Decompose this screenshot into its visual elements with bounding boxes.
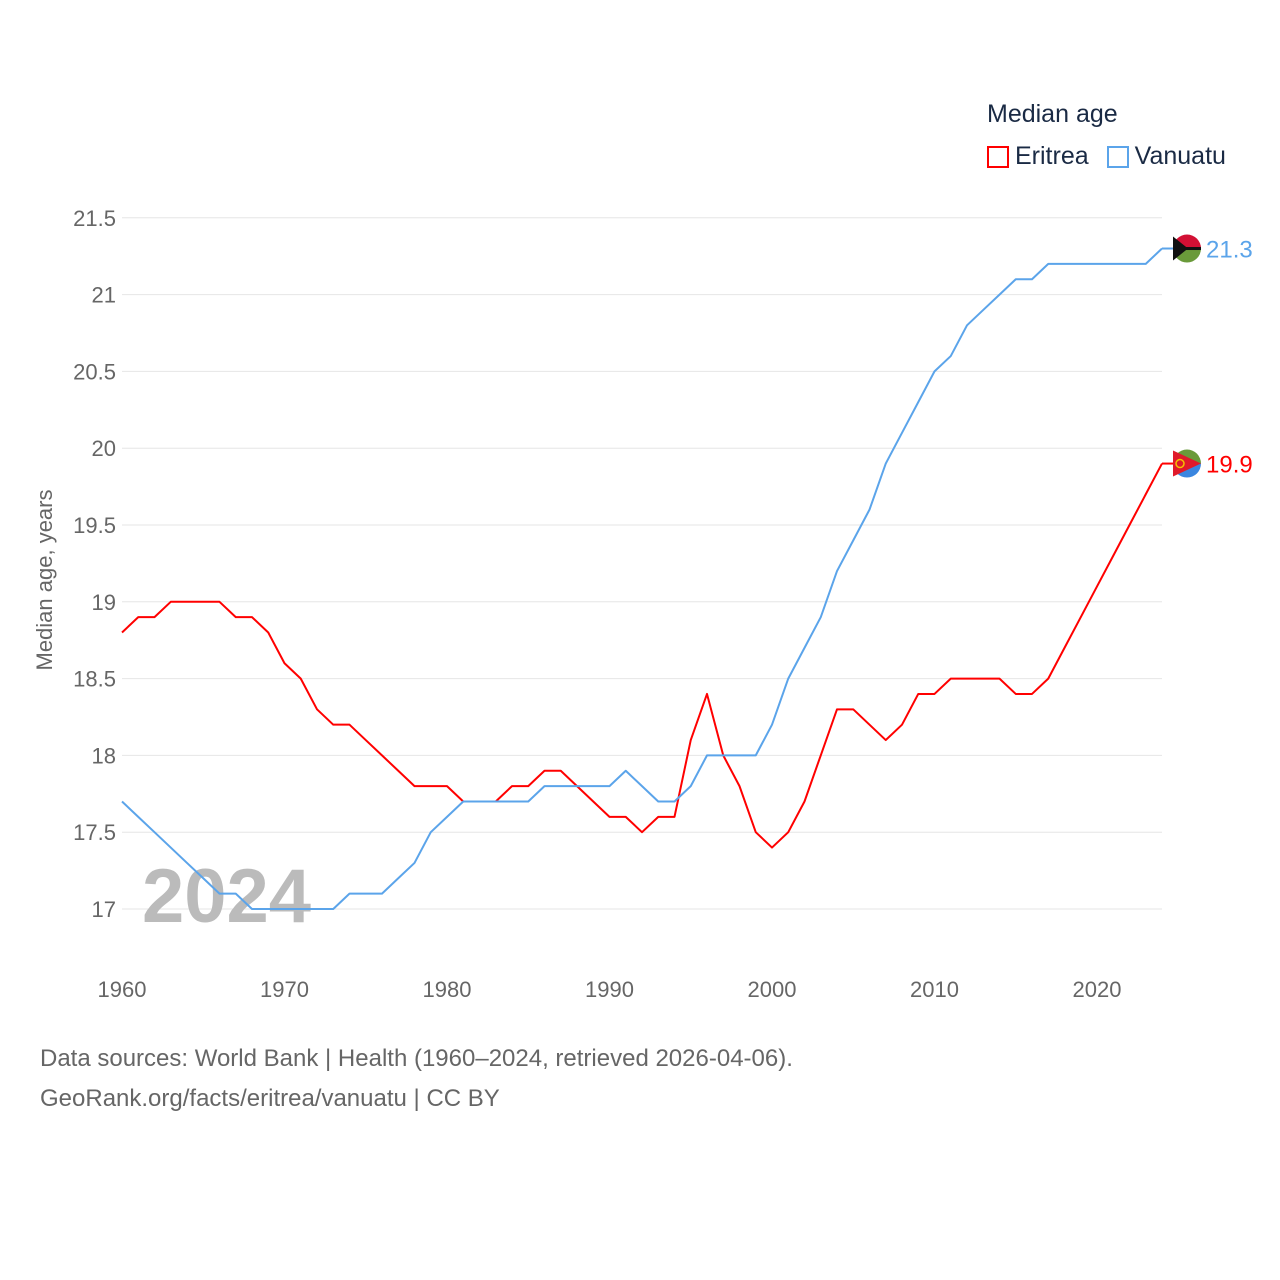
y-tick-label: 20 — [92, 436, 116, 461]
flag-vanuatu-icon — [1173, 234, 1201, 263]
flag-eritrea-icon — [1173, 449, 1201, 478]
attribution-link[interactable]: GeoRank.org/facts/eritrea/vanuatu | CC B… — [40, 1085, 500, 1112]
legend-item-vanuatu[interactable]: Vanuatu — [1106, 142, 1226, 171]
legend-item-eritrea[interactable]: Eritrea — [987, 142, 1089, 171]
x-tick-label: 1980 — [423, 977, 472, 1002]
y-tick-label: 20.5 — [73, 359, 116, 384]
x-tick-label: 1960 — [98, 977, 147, 1002]
y-tick-label: 21.5 — [73, 206, 116, 231]
legend-label: Eritrea — [1015, 142, 1089, 170]
flag-part — [1173, 236, 1188, 261]
series-line-vanuatu — [121, 247, 1163, 910]
legend-swatch — [987, 145, 1009, 168]
series-line-eritrea — [121, 463, 1163, 849]
legend-label: Vanuatu — [1134, 142, 1226, 170]
x-tick-label: 2000 — [748, 977, 797, 1002]
y-tick-label: 19.5 — [73, 513, 116, 538]
legend-swatch — [1106, 145, 1129, 168]
x-tick-label: 1970 — [260, 977, 309, 1002]
data-source-note: Data sources: World Bank | Health (1960–… — [40, 1045, 793, 1072]
y-tick-label: 17.5 — [73, 820, 116, 845]
x-tick-label: 1990 — [585, 977, 634, 1002]
flag-part — [1173, 450, 1201, 477]
y-tick-label: 21 — [92, 283, 116, 308]
flag-part — [1175, 458, 1185, 469]
y-tick-label: 17 — [92, 897, 116, 922]
legend: Eritrea Vanuatu — [987, 142, 1226, 171]
end-value-label: 19.9 — [1206, 452, 1253, 479]
y-tick-label: 19 — [92, 590, 116, 615]
y-tick-label: 18 — [92, 743, 116, 768]
y-tick-label: 18.5 — [73, 667, 116, 692]
year-watermark: 2024 — [142, 854, 311, 939]
x-tick-label: 2010 — [910, 977, 959, 1002]
legend-title: Median age — [987, 100, 1118, 128]
end-value-label: 21.3 — [1206, 237, 1253, 264]
x-tick-label: 2020 — [1073, 977, 1122, 1002]
y-axis-label: Median age, years — [32, 490, 57, 671]
